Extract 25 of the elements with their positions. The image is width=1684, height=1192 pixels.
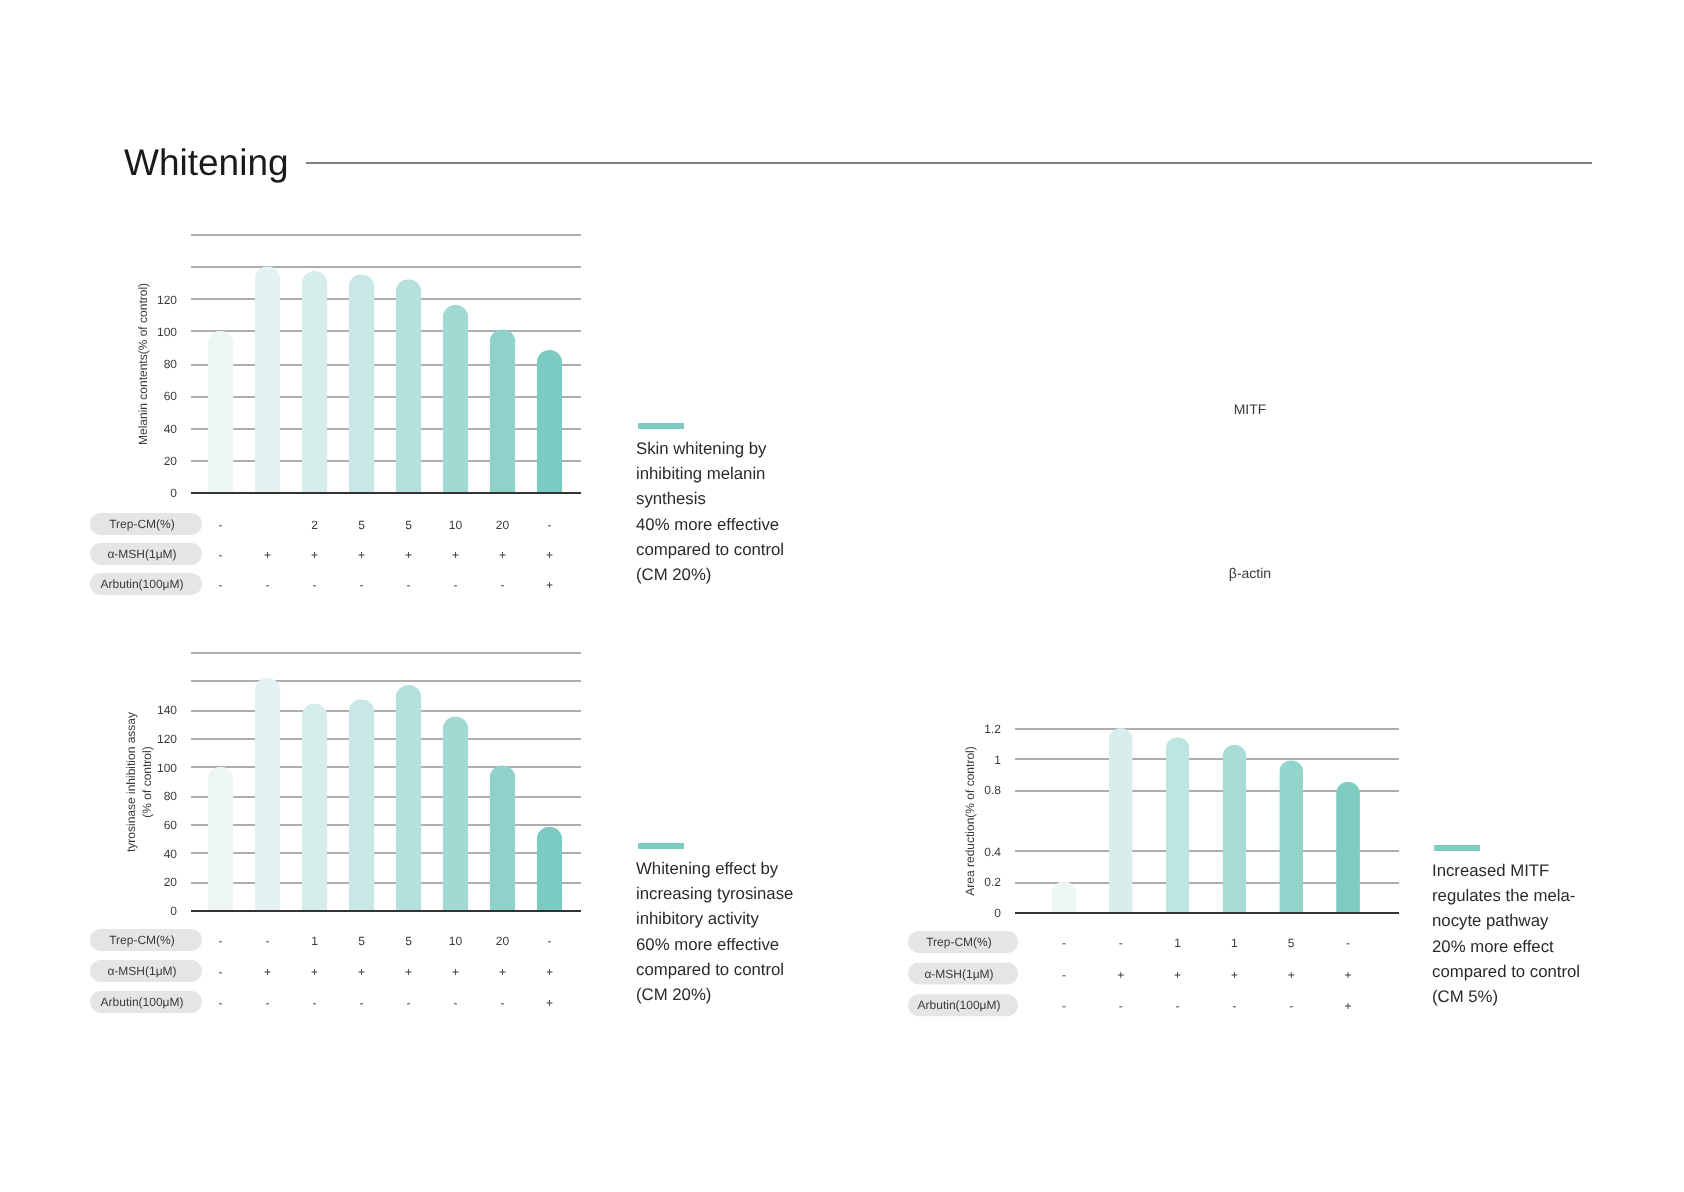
bar <box>254 266 281 492</box>
bar <box>1165 737 1190 912</box>
bar <box>207 330 234 492</box>
bar <box>301 703 328 910</box>
bar <box>395 279 422 492</box>
bar <box>207 766 234 910</box>
text: Skin whitening by inhibiting melanin synthesis 40% more effective compared to control (CM 20%) <box>636 438 785 584</box>
bar <box>1279 760 1304 912</box>
bar <box>442 304 469 492</box>
bar <box>442 716 469 910</box>
text: Increased MITF regulates the mela- nocyte pathway 20% more effect compared to control (CM 5%) <box>1432 860 1581 1006</box>
bar <box>395 684 422 910</box>
bar <box>536 350 563 492</box>
bar <box>489 329 516 492</box>
bar <box>1222 744 1247 912</box>
bar <box>1336 781 1360 912</box>
bar <box>1108 728 1133 912</box>
bar <box>536 826 563 910</box>
bar <box>254 677 281 910</box>
bar <box>489 765 516 910</box>
bar <box>348 699 375 910</box>
text: Whitening effect by increasing tyrosinase inhibitory activity 60% more effective compared to control (CM 20%) <box>636 858 795 1004</box>
bar <box>301 271 328 492</box>
text: Whitening <box>124 141 289 183</box>
bar <box>348 274 375 492</box>
